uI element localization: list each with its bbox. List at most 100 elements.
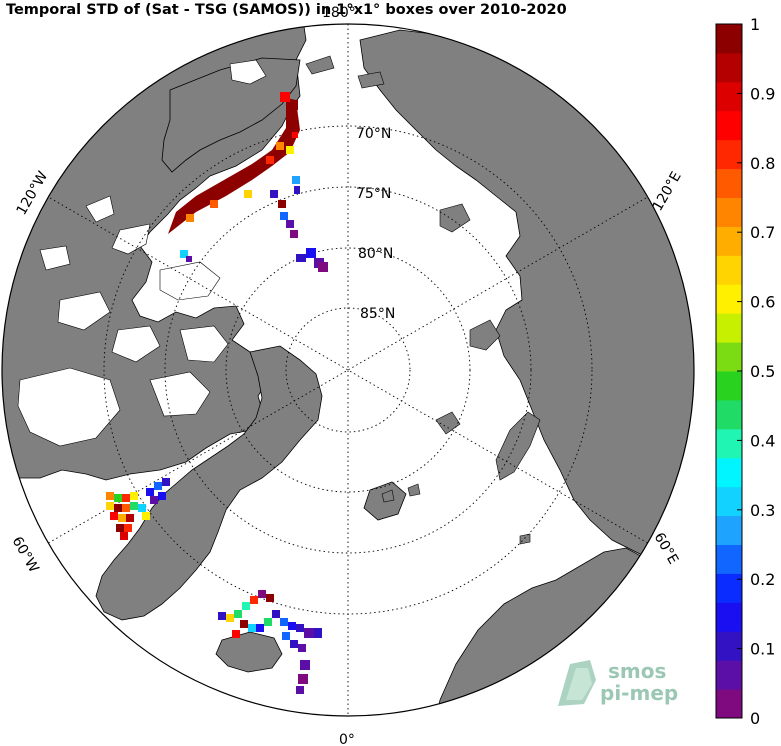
canada-channel-8 [39,245,71,271]
data-cell [298,644,306,652]
colorbar-cell [716,313,742,343]
data-cell [290,640,298,648]
data-cell [278,200,286,208]
data-cell [244,190,252,198]
data-cell [130,492,138,500]
data-cell [292,176,300,184]
data-cell [270,190,278,198]
data-cell [296,624,304,632]
data-cell [142,512,150,520]
data-cell [150,496,158,504]
colorbar-tick-label: 0.5 [750,362,775,381]
data-cell [280,618,288,626]
data-cell [318,262,328,272]
land-alaska [161,57,301,173]
meridian-60e-120w [48,196,648,544]
smos-pi-mep-logo: smos pi-mep [558,659,678,706]
lat-circle-85 [285,307,411,433]
data-cell [106,502,114,510]
data-cell [240,620,248,628]
colorbar-tick-label: 0.2 [750,570,775,589]
data-cell [122,494,130,502]
colorbar-cell [716,110,742,141]
data-cell [250,596,258,604]
data-cell [266,156,274,164]
data-cell [180,250,188,258]
map-title: Temporal STD of (Sat - TSG (SAMOS)) in 1… [6,2,567,18]
data-cell [248,624,256,632]
data-cell [106,492,114,500]
lat-label-85: 85°N [360,306,395,322]
colorbar-cell [716,689,742,719]
logo-line2: pi-mep [600,681,678,705]
colorbar-tick-label: 0.4 [750,431,775,450]
data-cell [120,532,128,540]
data-cell [130,502,138,510]
island-franz-josef [435,411,461,435]
data-cell [286,146,294,154]
island-small-3 [519,533,531,545]
data-cell [292,100,298,110]
colorbar-cell [716,371,742,401]
data-track-beaufort [168,98,300,234]
data-cell [226,614,234,622]
data-cell [280,92,290,102]
data-cell [232,630,240,638]
island-small-2 [407,483,421,497]
island-small-4 [305,55,335,75]
data-cell [114,494,122,502]
canada-channel-1 [111,223,151,255]
colorbar-cell [716,284,742,314]
colorbar-cell [716,139,742,170]
canada-channel-7 [85,195,115,223]
colorbar-cell [716,631,742,661]
data-cell [298,674,308,684]
colorbar-cell [716,81,742,112]
lat-circle-75 [164,186,532,554]
data-cell [210,200,218,208]
canada-channel-6 [149,371,211,417]
data-cell [162,478,170,486]
colorbar-cell [716,197,742,227]
lat-label-70: 70°N [356,126,391,142]
colorbar-cell [716,399,742,430]
lon-label-60w: 60°W [9,534,42,576]
data-cell [122,504,130,512]
data-cell [218,612,226,620]
data-cell [256,624,264,632]
data-cell [234,610,242,618]
lon-label-120e: 120°E [650,169,685,214]
colorbar-ticks: 0 0.1 0.2 0.3 0.4 0.5 0.6 0.7 0.8 0.9 1 [737,15,775,728]
meridian-60w-120e [48,196,648,544]
data-cells-beaufort [168,92,328,272]
data-cell [264,618,272,626]
data-cell [280,212,288,220]
colorbar-tick-label: 0.9 [750,84,775,103]
colorbar-cell [716,515,742,545]
colorbar-cell [716,52,742,83]
colorbar-tick-label: 0.7 [750,223,775,242]
data-cell [124,524,132,532]
data-cell [304,628,314,638]
colorbar-cells [716,24,742,719]
land-greenland [95,345,323,621]
map-boundary [1,23,695,717]
canada-channel-5 [179,325,229,363]
colorbar: 0 0.1 0.2 0.3 0.4 0.5 0.6 0.7 0.8 0.9 1 [715,15,775,728]
data-cell [242,602,250,610]
data-cell [294,186,300,194]
canada-channel-2 [159,261,221,301]
colorbar-tick-label: 0 [750,709,760,728]
data-cell [286,220,294,228]
island-severnaya [469,319,501,351]
colorbar-tick-label: 0.8 [750,154,775,173]
data-cell [282,632,290,640]
data-cell [288,622,296,630]
data-cell [296,254,306,262]
colorbar-cell [716,602,742,632]
lon-label-180: 180° [322,5,356,21]
island-small-1 [381,489,395,503]
lon-label-60e: 60°E [651,530,682,567]
data-cell [138,504,146,512]
colorbar-cell [716,226,742,256]
